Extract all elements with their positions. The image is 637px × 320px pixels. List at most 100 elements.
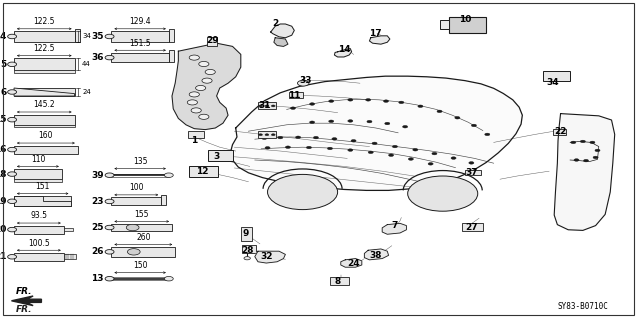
Circle shape — [189, 55, 199, 60]
Text: 24: 24 — [347, 260, 360, 268]
Bar — [169, 50, 174, 62]
Bar — [14, 169, 62, 179]
Circle shape — [290, 107, 296, 109]
Text: 19: 19 — [0, 197, 6, 206]
Polygon shape — [172, 43, 241, 130]
Circle shape — [580, 140, 585, 143]
Circle shape — [348, 149, 353, 151]
Text: 20: 20 — [0, 225, 6, 234]
Circle shape — [105, 225, 114, 230]
Circle shape — [189, 92, 199, 97]
Circle shape — [437, 110, 442, 113]
Bar — [64, 228, 73, 231]
Text: 6: 6 — [0, 87, 6, 97]
Circle shape — [348, 120, 353, 122]
Text: 34: 34 — [547, 78, 559, 87]
Circle shape — [8, 62, 17, 67]
Bar — [111, 224, 172, 231]
Circle shape — [105, 55, 114, 60]
Circle shape — [285, 146, 290, 148]
Circle shape — [271, 105, 275, 107]
Circle shape — [367, 120, 372, 123]
Circle shape — [306, 146, 311, 149]
Circle shape — [451, 157, 456, 159]
Circle shape — [265, 105, 269, 107]
Circle shape — [191, 108, 201, 113]
Circle shape — [105, 250, 114, 254]
Circle shape — [590, 141, 595, 144]
Bar — [64, 254, 76, 259]
Bar — [169, 29, 174, 42]
Circle shape — [297, 80, 309, 86]
Circle shape — [265, 134, 269, 136]
Text: 24: 24 — [82, 89, 91, 95]
Circle shape — [595, 149, 600, 152]
Circle shape — [418, 105, 423, 108]
Circle shape — [8, 34, 17, 39]
Polygon shape — [11, 296, 41, 306]
Bar — [289, 92, 303, 98]
Text: 1: 1 — [191, 136, 197, 145]
Circle shape — [310, 103, 315, 105]
Circle shape — [105, 34, 114, 39]
Bar — [14, 226, 64, 234]
Text: 11: 11 — [288, 91, 301, 100]
Polygon shape — [341, 259, 362, 267]
Text: 135: 135 — [133, 157, 147, 166]
Circle shape — [268, 174, 338, 210]
Circle shape — [571, 141, 576, 144]
Text: 3: 3 — [213, 152, 220, 161]
Text: SY83-B0710C: SY83-B0710C — [557, 302, 608, 311]
Text: 110: 110 — [31, 155, 45, 164]
Text: 5: 5 — [0, 60, 6, 69]
Text: 13: 13 — [91, 274, 104, 283]
Circle shape — [583, 159, 589, 162]
Text: 150: 150 — [133, 261, 147, 270]
Text: 2: 2 — [272, 20, 278, 28]
Circle shape — [205, 69, 215, 75]
Text: 26: 26 — [91, 247, 104, 256]
Text: 44: 44 — [82, 61, 91, 67]
Bar — [241, 227, 252, 241]
Polygon shape — [334, 49, 352, 57]
Text: 29: 29 — [206, 36, 218, 45]
Text: 17: 17 — [369, 29, 382, 38]
Text: 38: 38 — [369, 251, 382, 260]
Bar — [111, 31, 169, 42]
Circle shape — [8, 147, 17, 152]
Text: 9: 9 — [242, 229, 248, 238]
Text: 129.4: 129.4 — [129, 17, 151, 26]
Text: 34: 34 — [82, 34, 91, 39]
Circle shape — [392, 145, 397, 148]
Circle shape — [471, 124, 476, 127]
Polygon shape — [231, 76, 522, 190]
Text: 151: 151 — [36, 182, 50, 191]
Text: 14: 14 — [338, 45, 350, 54]
Circle shape — [8, 255, 17, 259]
Bar — [14, 125, 75, 127]
Circle shape — [8, 227, 17, 232]
Circle shape — [265, 147, 270, 149]
Bar — [258, 102, 276, 109]
Circle shape — [389, 154, 394, 156]
Bar — [258, 131, 276, 138]
Circle shape — [196, 85, 206, 91]
Text: 21: 21 — [0, 252, 6, 261]
Text: 145.2: 145.2 — [34, 100, 55, 109]
Bar — [207, 37, 217, 46]
Circle shape — [164, 276, 173, 281]
Bar — [449, 17, 486, 33]
Circle shape — [593, 156, 598, 159]
Circle shape — [368, 151, 373, 154]
Bar — [462, 223, 483, 231]
Polygon shape — [14, 196, 71, 206]
Circle shape — [428, 163, 433, 165]
Circle shape — [455, 116, 460, 119]
Polygon shape — [364, 249, 389, 260]
Circle shape — [348, 99, 353, 101]
Text: 33: 33 — [299, 76, 312, 85]
Text: 7: 7 — [392, 221, 398, 230]
FancyBboxPatch shape — [208, 150, 233, 161]
Circle shape — [413, 148, 418, 151]
Circle shape — [296, 136, 301, 139]
